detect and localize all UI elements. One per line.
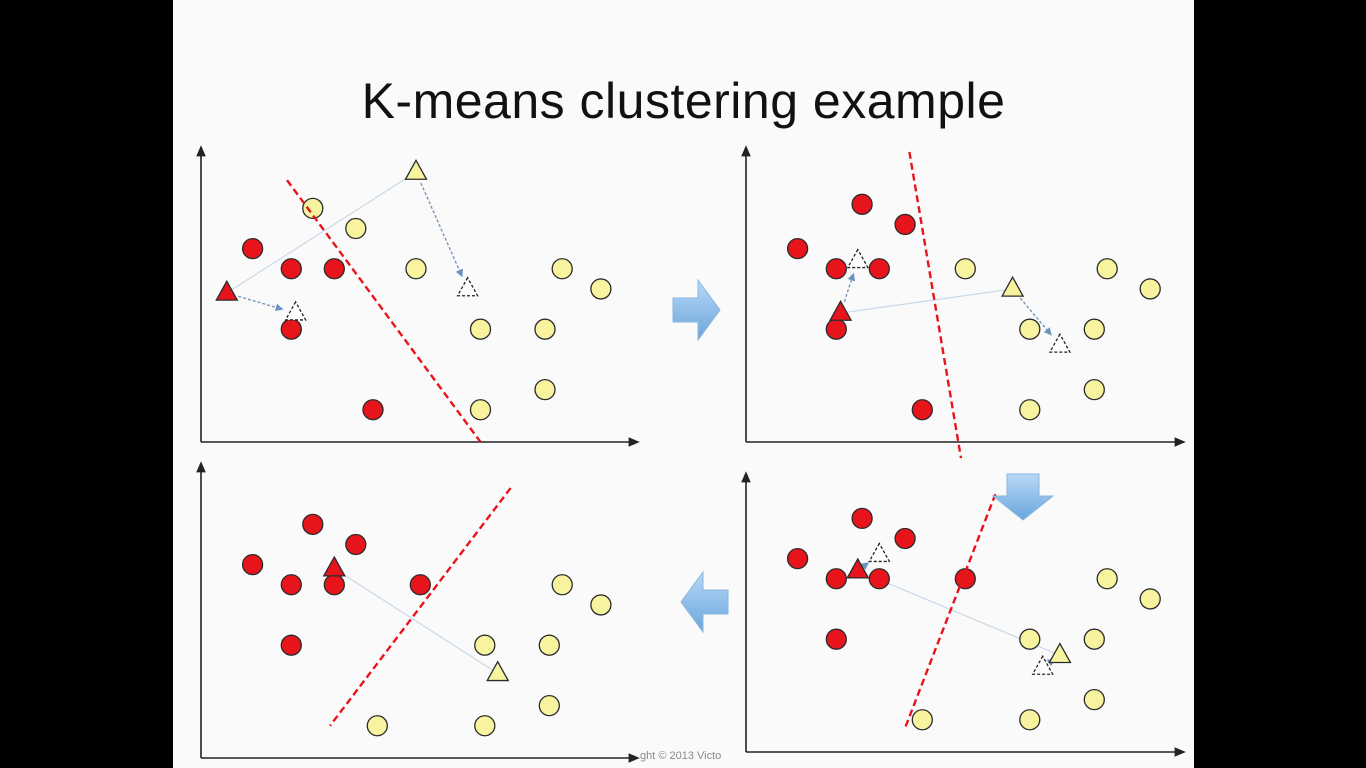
new-centroid-yellow xyxy=(456,276,479,297)
point-red xyxy=(868,258,890,280)
point-yellow xyxy=(1139,588,1161,610)
decision-boundary xyxy=(329,487,512,727)
centroid-yellow xyxy=(486,660,510,682)
centroid-link xyxy=(840,288,1013,314)
point-yellow xyxy=(1083,378,1105,401)
centroid-move-arrow xyxy=(860,562,870,571)
point-yellow xyxy=(1019,628,1041,650)
copyright-text: ght © 2013 Victo xyxy=(640,750,722,762)
point-yellow xyxy=(551,258,573,280)
point-yellow xyxy=(405,258,427,280)
panel-bottom-left xyxy=(196,461,640,763)
centroid-yellow xyxy=(1048,642,1072,664)
point-red xyxy=(280,634,302,656)
centroid-yellow xyxy=(404,159,428,180)
point-yellow xyxy=(538,634,560,656)
flow-arrow-down xyxy=(991,473,1055,521)
point-yellow xyxy=(590,594,612,616)
centroid-yellow xyxy=(1000,275,1025,297)
point-red xyxy=(911,399,933,421)
point-red xyxy=(345,533,367,556)
centroid-move-arrow xyxy=(843,272,856,302)
point-yellow xyxy=(469,318,492,340)
point-yellow xyxy=(1083,688,1105,711)
slide: K-means clustering example ght © 2013 Vi… xyxy=(173,0,1194,768)
point-red xyxy=(786,547,809,570)
decision-boundary xyxy=(286,179,482,443)
point-red xyxy=(280,318,302,340)
point-red xyxy=(786,237,809,260)
centroid-red xyxy=(828,300,853,321)
point-red xyxy=(851,193,873,215)
point-red xyxy=(894,527,916,550)
point-yellow xyxy=(366,715,388,737)
point-yellow xyxy=(1096,258,1118,280)
point-yellow xyxy=(538,694,560,717)
point-yellow xyxy=(590,278,612,300)
centroid-red xyxy=(322,555,346,577)
new-centroid-yellow xyxy=(1048,332,1072,353)
panel-top-right xyxy=(741,145,1186,459)
point-red xyxy=(302,513,324,535)
point-yellow xyxy=(302,197,324,219)
point-red xyxy=(362,399,384,421)
decision-boundary xyxy=(903,493,997,729)
new-centroid-red xyxy=(284,300,307,321)
centroid-move-arrow xyxy=(1019,297,1052,336)
point-red xyxy=(280,574,302,596)
panel-bottom-right xyxy=(741,471,1186,757)
centroid-move-arrow xyxy=(238,295,284,312)
point-red xyxy=(241,553,264,576)
point-red xyxy=(894,213,916,236)
slide-title: K-means clustering example xyxy=(361,73,1006,129)
point-yellow xyxy=(1019,399,1041,421)
point-yellow xyxy=(534,378,556,401)
point-yellow xyxy=(1139,278,1161,300)
point-red xyxy=(323,258,345,280)
point-yellow xyxy=(1096,568,1118,590)
centroid-link xyxy=(333,568,499,674)
point-red xyxy=(868,568,890,590)
point-red xyxy=(851,507,873,529)
point-red xyxy=(825,568,847,590)
point-yellow xyxy=(1019,709,1041,731)
new-centroid-red xyxy=(846,248,869,269)
point-yellow xyxy=(474,634,496,656)
point-yellow xyxy=(345,217,367,240)
point-yellow xyxy=(551,574,573,596)
point-yellow xyxy=(474,715,496,737)
centroid-link xyxy=(226,171,417,294)
centroid-red xyxy=(846,557,870,579)
centroid-move-arrow xyxy=(420,182,463,278)
point-red xyxy=(241,237,264,260)
point-yellow xyxy=(1083,628,1105,650)
centroid-red xyxy=(215,279,239,301)
point-red xyxy=(825,628,847,650)
point-yellow xyxy=(1019,318,1041,340)
panel-top-left xyxy=(196,145,640,447)
point-yellow xyxy=(911,709,933,731)
point-red xyxy=(323,574,345,596)
flow-arrow-right xyxy=(672,278,721,342)
point-yellow xyxy=(534,318,556,340)
point-yellow xyxy=(1083,318,1105,340)
point-yellow xyxy=(954,258,976,280)
point-red xyxy=(409,574,431,596)
new-centroid-yellow xyxy=(1031,654,1054,675)
decision-boundary xyxy=(908,151,963,459)
kmeans-diagram xyxy=(196,145,1186,763)
point-red xyxy=(825,258,847,280)
flow-arrow-left xyxy=(680,570,729,634)
point-red xyxy=(825,318,847,340)
new-centroid-red xyxy=(868,542,891,563)
point-yellow xyxy=(469,399,492,421)
point-red xyxy=(280,258,302,280)
